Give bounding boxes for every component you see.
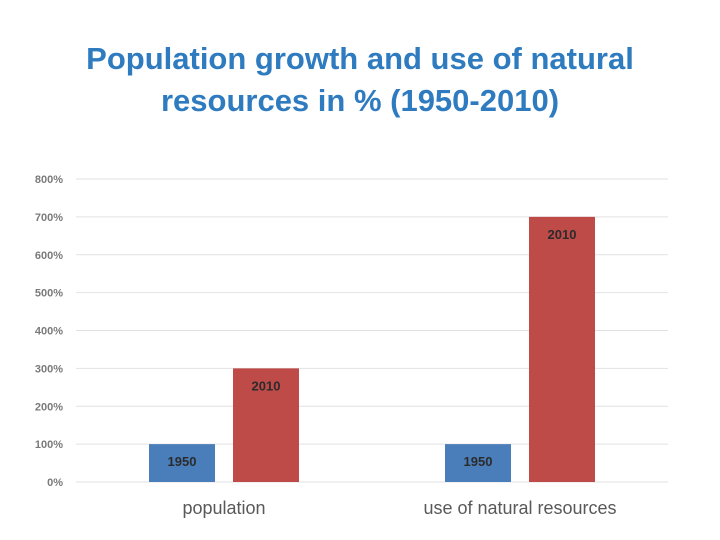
y-tick-label: 200%	[35, 401, 63, 413]
bar-data-label: 1950	[464, 454, 493, 469]
y-tick-label: 500%	[35, 288, 63, 300]
bar-1950	[445, 444, 511, 482]
y-tick-label: 0%	[47, 477, 63, 489]
bar-1950	[149, 444, 215, 482]
bar-2010	[529, 216, 595, 482]
y-tick-label: 300%	[35, 363, 63, 375]
bar-data-label: 1950	[168, 454, 197, 469]
slide-title: Population growth and use of natural res…	[40, 38, 680, 122]
bar-data-label: 2010	[252, 378, 281, 393]
y-tick-label: 800%	[35, 174, 63, 186]
y-tick-label: 700%	[35, 212, 63, 224]
y-tick-label: 100%	[35, 439, 63, 451]
x-category-label: population	[182, 498, 265, 518]
y-tick-label: 400%	[35, 326, 63, 338]
y-tick-label: 600%	[35, 250, 63, 262]
bar-data-label: 2010	[548, 227, 577, 242]
title-line-1: Population growth and use of natural	[86, 41, 634, 76]
x-category-label: use of natural resources	[423, 498, 616, 518]
bar-2010	[233, 368, 299, 482]
title-line-2: resources in % (1950-2010)	[160, 83, 560, 118]
